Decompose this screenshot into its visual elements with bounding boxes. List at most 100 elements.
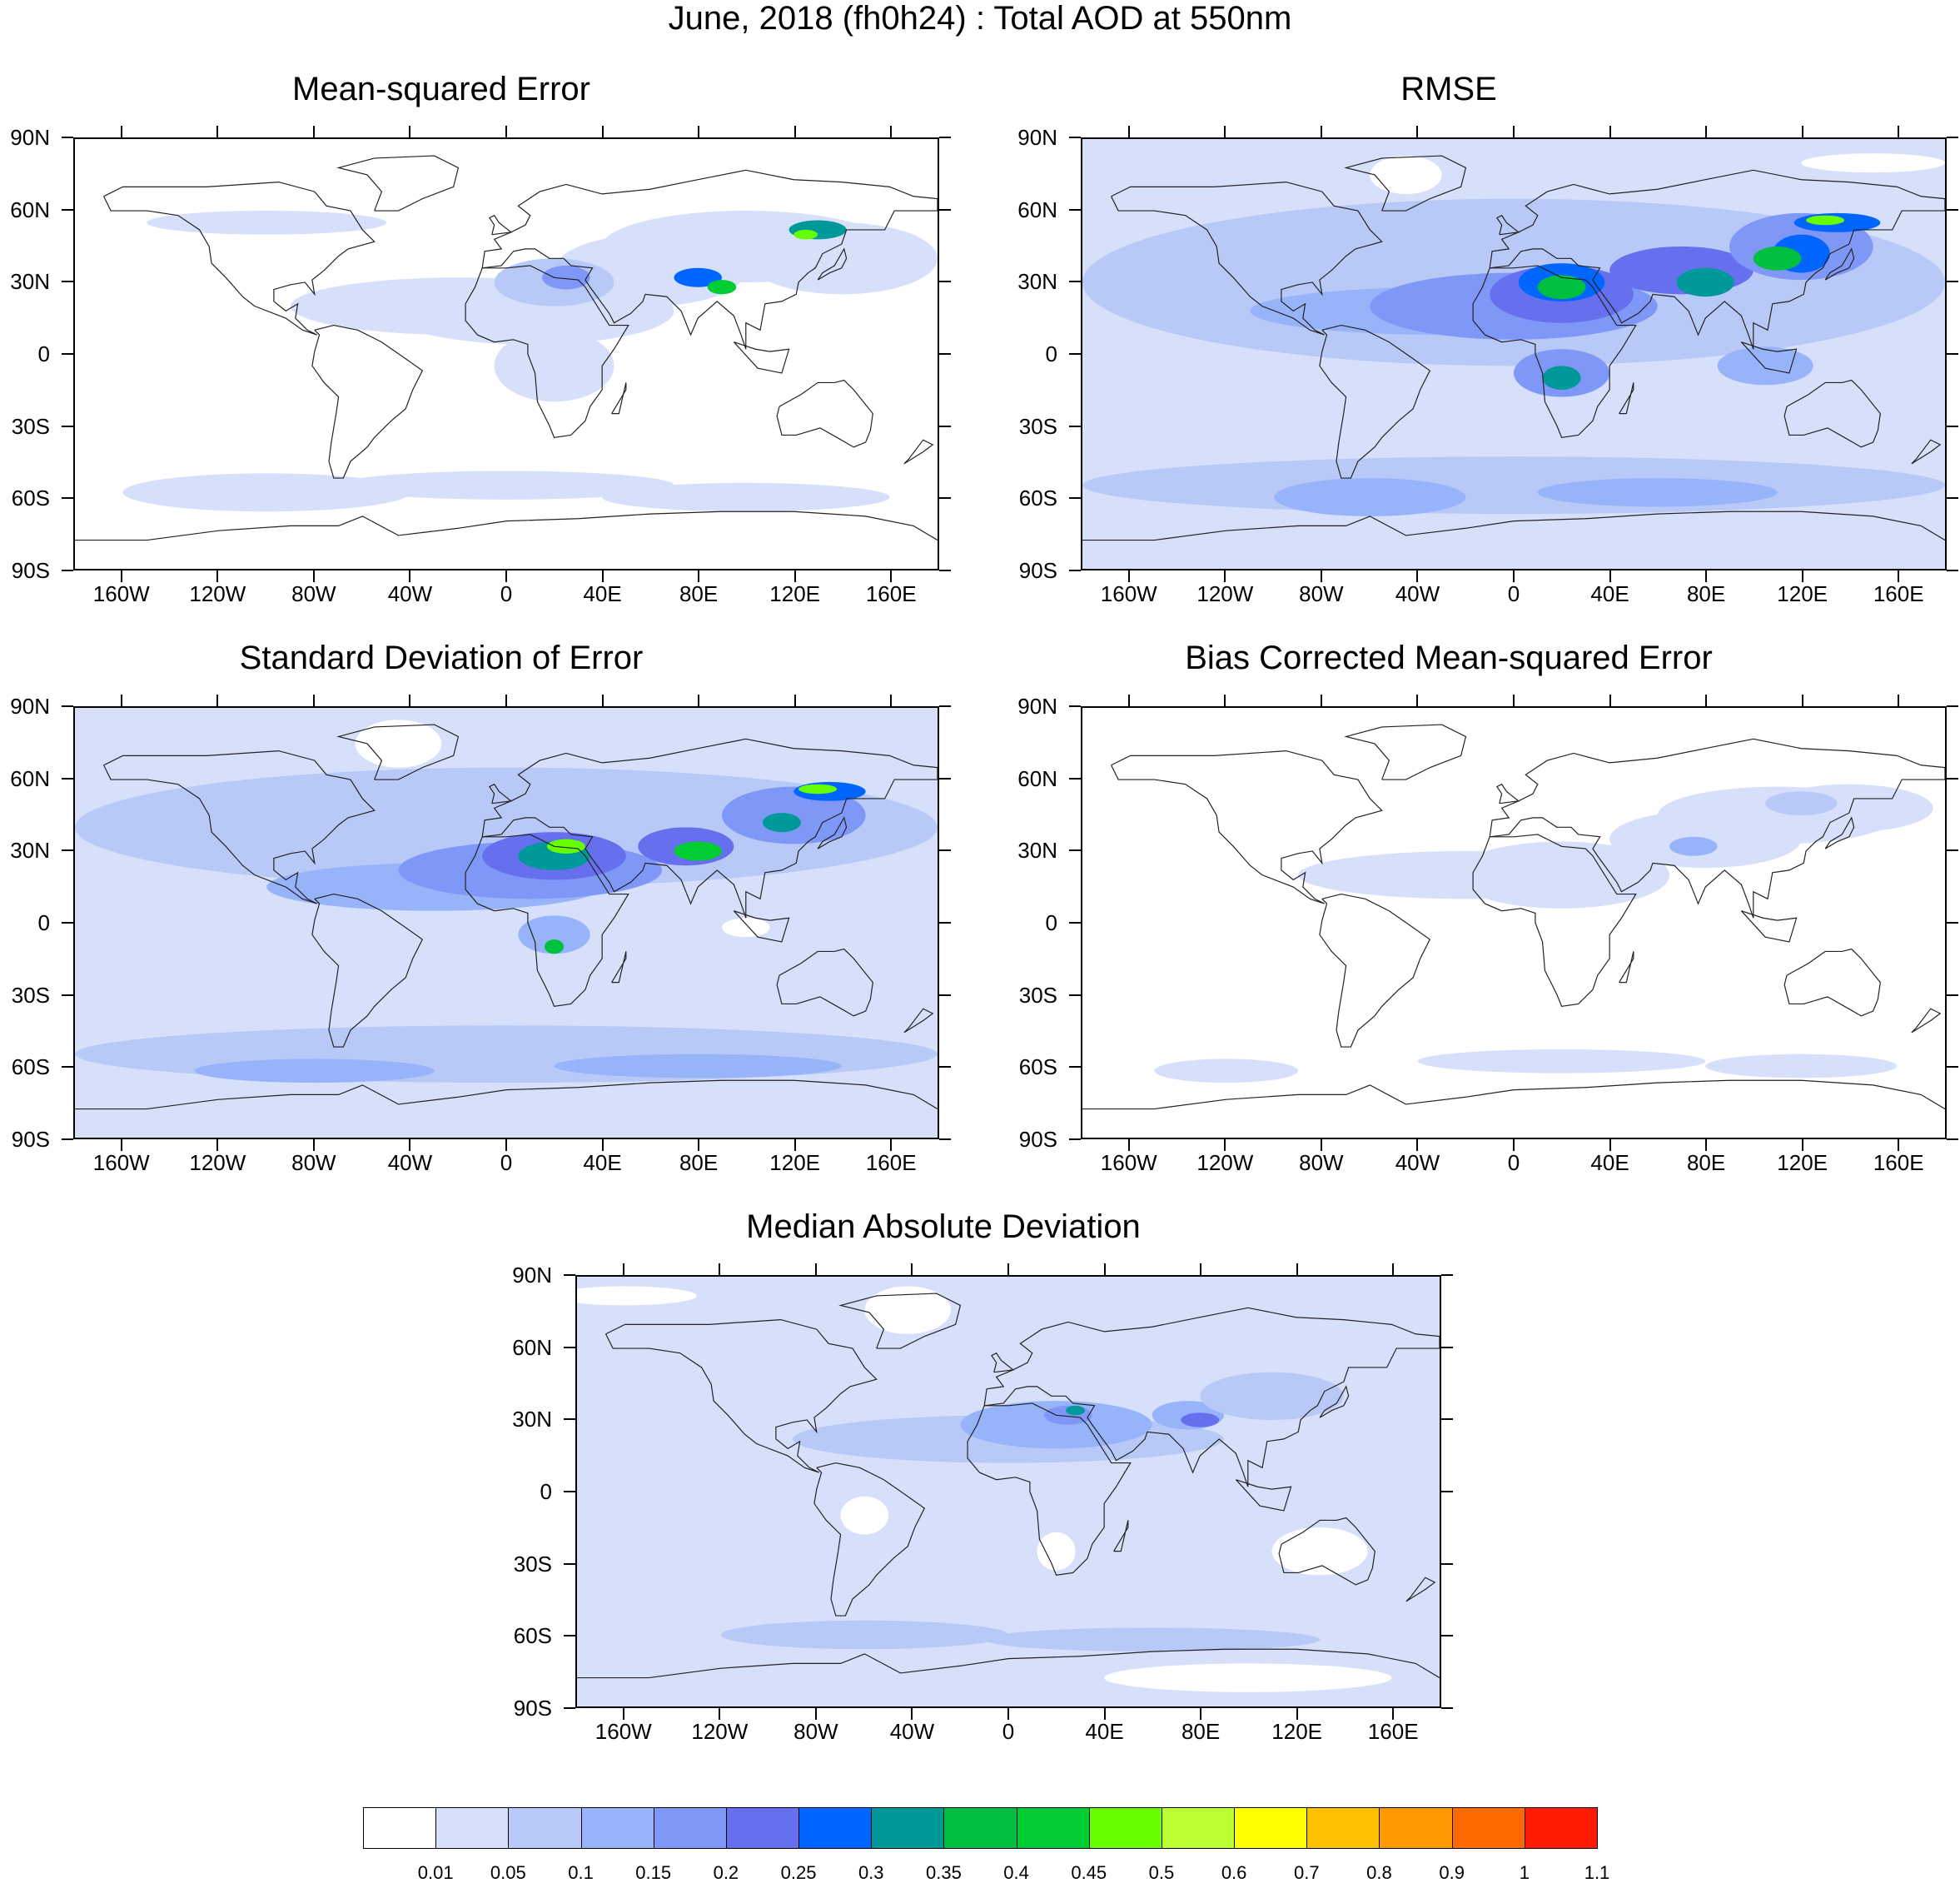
colorbar-box — [1306, 1807, 1380, 1849]
field-region — [577, 1286, 697, 1306]
lon-tick-label: 160E — [865, 581, 917, 606]
lat-tick — [1069, 208, 1081, 211]
lon-tick — [1898, 570, 1900, 582]
lat-tick-label: 60S — [11, 1054, 50, 1080]
lon-tick-label: 40W — [1395, 1150, 1440, 1175]
lon-tick — [1007, 1708, 1009, 1720]
coastline — [1496, 214, 1520, 236]
colorbar — [363, 1807, 1598, 1851]
coastline — [1319, 893, 1431, 1048]
lon-tick — [1609, 1139, 1611, 1151]
lat-tick — [62, 425, 73, 427]
coastline — [1111, 181, 1383, 336]
lon-tick — [911, 1263, 913, 1275]
colorbar-label: 0.25 — [780, 1862, 817, 1883]
lon-tick — [1392, 1263, 1395, 1275]
field-region — [546, 839, 585, 854]
lon-tick-label: 160W — [92, 581, 150, 606]
lon-tick-label: 80W — [793, 1719, 838, 1744]
lat-tick — [62, 281, 73, 283]
lat-tick — [1947, 922, 1958, 924]
coastline — [1472, 265, 1637, 438]
lon-tick-label: 40E — [583, 1150, 622, 1175]
lon-tick — [698, 1139, 700, 1151]
lat-tick-label: 30N — [10, 838, 50, 864]
lat-tick-label: 0 — [37, 341, 50, 366]
lat-tick — [1947, 281, 1958, 283]
lon-tick — [1200, 1708, 1202, 1720]
lat-tick-label: 30N — [1017, 269, 1057, 295]
lon-tick-label: 120W — [1196, 1150, 1254, 1175]
field-region — [494, 330, 614, 402]
lon-tick-label: 80E — [679, 1150, 719, 1175]
lat-tick — [1069, 137, 1081, 138]
lat-tick — [1069, 497, 1081, 500]
lon-tick — [1200, 1263, 1202, 1275]
lat-tick — [939, 353, 951, 355]
lat-tick — [62, 1066, 73, 1069]
lon-tick — [312, 570, 315, 582]
lon-tick — [1224, 695, 1226, 706]
lat-tick — [62, 570, 73, 571]
lon-tick-label: 120E — [1777, 1150, 1828, 1175]
coastline — [1911, 439, 1942, 465]
lon-tick — [1127, 126, 1130, 137]
colorbar-box — [508, 1807, 582, 1849]
lat-tick — [939, 1066, 951, 1069]
lon-tick-label: 0 — [1507, 1150, 1520, 1175]
lon-tick — [1416, 695, 1419, 706]
colorbar-label: 0.1 — [568, 1862, 594, 1883]
lon-tick — [1898, 126, 1900, 137]
lat-tick-label: 90S — [11, 558, 50, 583]
coastline — [1111, 750, 1383, 904]
field-region — [1271, 1527, 1368, 1576]
lat-tick-label: 90S — [513, 1696, 552, 1721]
lon-tick — [814, 1708, 817, 1720]
lon-tick — [1801, 1139, 1803, 1151]
lon-tick — [216, 695, 219, 706]
field-region — [338, 471, 674, 500]
field-region — [1154, 1059, 1298, 1083]
coastline — [903, 439, 934, 465]
lon-tick-label: 80W — [291, 1150, 336, 1175]
field-region — [674, 841, 722, 861]
lon-tick — [1007, 1263, 1009, 1275]
lat-tick — [1441, 1491, 1453, 1492]
lon-tick — [890, 695, 893, 706]
coastline — [1319, 324, 1431, 479]
lat-tick-label: 0 — [540, 1479, 552, 1504]
field-region — [542, 265, 590, 290]
colorbar-box — [363, 1807, 437, 1849]
coastline — [336, 724, 460, 780]
lat-tick — [1069, 849, 1081, 852]
lon-tick — [719, 1263, 721, 1275]
lat-tick-label: 90S — [1018, 1127, 1057, 1152]
lat-tick — [564, 1418, 575, 1421]
lat-tick-label: 90N — [512, 1263, 552, 1288]
lon-tick — [1103, 1263, 1106, 1275]
colorbar-label: 0.6 — [1221, 1862, 1247, 1883]
lon-tick-label: 120E — [769, 1150, 821, 1175]
field-region — [355, 720, 442, 768]
colorbar-box — [1234, 1807, 1308, 1849]
lat-tick-label: 30S — [1018, 982, 1057, 1008]
lat-tick — [1947, 425, 1958, 427]
lon-tick — [120, 126, 122, 137]
lon-tick — [409, 1139, 411, 1151]
lon-tick — [1296, 1263, 1298, 1275]
field-region — [1181, 1412, 1220, 1427]
coastline — [605, 1318, 878, 1473]
lat-tick — [1947, 137, 1958, 138]
lat-tick-label: 0 — [1045, 910, 1057, 935]
lon-tick-label: 80W — [1299, 1150, 1344, 1175]
lon-tick — [120, 695, 122, 706]
lon-tick — [120, 570, 122, 582]
colorbar-box — [1016, 1807, 1090, 1849]
field-region — [762, 813, 801, 833]
lat-tick-label: 90S — [1018, 558, 1057, 583]
panel-title: Standard Deviation of Error — [239, 640, 644, 676]
lon-tick-label: 160W — [1100, 1150, 1157, 1175]
lat-tick — [1441, 1562, 1453, 1565]
map-plot — [575, 1275, 1441, 1708]
lat-tick-label: 60S — [11, 486, 50, 511]
